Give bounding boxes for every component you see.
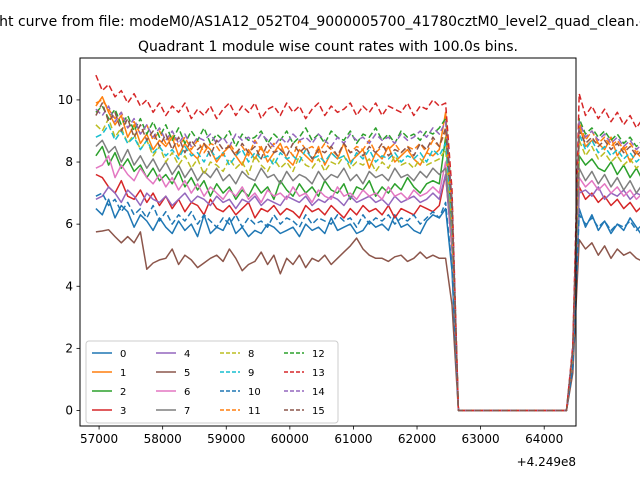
series-line-8 [95,117,640,412]
legend-frame [85,340,339,424]
legend-label: 11 [248,406,261,417]
legend-entry-11: 11 [220,406,261,417]
legend-label: 8 [248,349,254,360]
legend-label: 10 [248,387,261,398]
figure-supertitle: Light curve from file: modeM0/AS1A12_052… [0,14,640,30]
legend-entry-7: 7 [156,406,190,417]
x-tick-label: 63000 [462,432,500,446]
legend-label: 1 [120,368,126,379]
y-tick-label: 0 [65,403,73,417]
legend-label: 15 [312,406,325,417]
legend-entry-5: 5 [156,368,190,379]
legend-label: 5 [184,368,190,379]
y-tick-label: 2 [65,341,73,355]
x-tick-label: 59000 [207,432,245,446]
y-tick-label: 8 [65,155,73,169]
legend-label: 3 [120,406,126,417]
legend-label: 9 [248,368,254,379]
legend-entry-13: 13 [284,368,325,379]
y-axis: 0 2 4 6 8 10 [58,93,80,417]
legend-entry-3: 3 [92,406,126,417]
legend-entry-15: 15 [284,406,325,417]
legend-label: 4 [184,349,190,360]
series-line-15 [95,102,640,412]
x-tick-label: 61000 [334,432,372,446]
legend-entry-6: 6 [156,387,190,398]
x-tick-label: 62000 [398,432,436,446]
plot-frame [79,57,577,427]
y-tick-label: 4 [65,279,73,293]
x-tick-label: 64000 [525,432,563,446]
x-offset-label: +4.249e8 [517,455,576,469]
legend-entry-12: 12 [284,349,325,360]
legend-label: 6 [184,387,190,398]
legend-entry-14: 14 [284,387,325,398]
plot-lines [95,74,640,412]
legend-label: 14 [312,387,325,398]
x-axis: 57000 58000 59000 60000 61000 62000 63000 64000 [80,426,563,446]
legend-entry-2: 2 [92,387,126,398]
legend-entry-9: 9 [220,368,254,379]
x-tick-label: 58000 [144,432,182,446]
legend-entry-10: 10 [220,387,261,398]
chart-title: Quadrant 1 module wise count rates with … [138,39,518,55]
legend-label: 13 [312,368,325,379]
legend-label: 7 [184,406,190,417]
legend-entry-0: 0 [92,349,126,360]
legend-label: 2 [120,387,126,398]
legend-label: 12 [312,349,325,360]
legend-entry-8: 8 [220,349,254,360]
series-line-11 [95,99,640,412]
y-tick-label: 6 [65,217,73,231]
legend-label: 0 [120,349,126,360]
series-line-13 [95,74,640,412]
x-tick-label: 57000 [80,432,118,446]
y-tick-label: 10 [58,93,73,107]
legend-entry-4: 4 [156,349,190,360]
legend-entry-1: 1 [92,368,126,379]
x-tick-label: 60000 [271,432,309,446]
